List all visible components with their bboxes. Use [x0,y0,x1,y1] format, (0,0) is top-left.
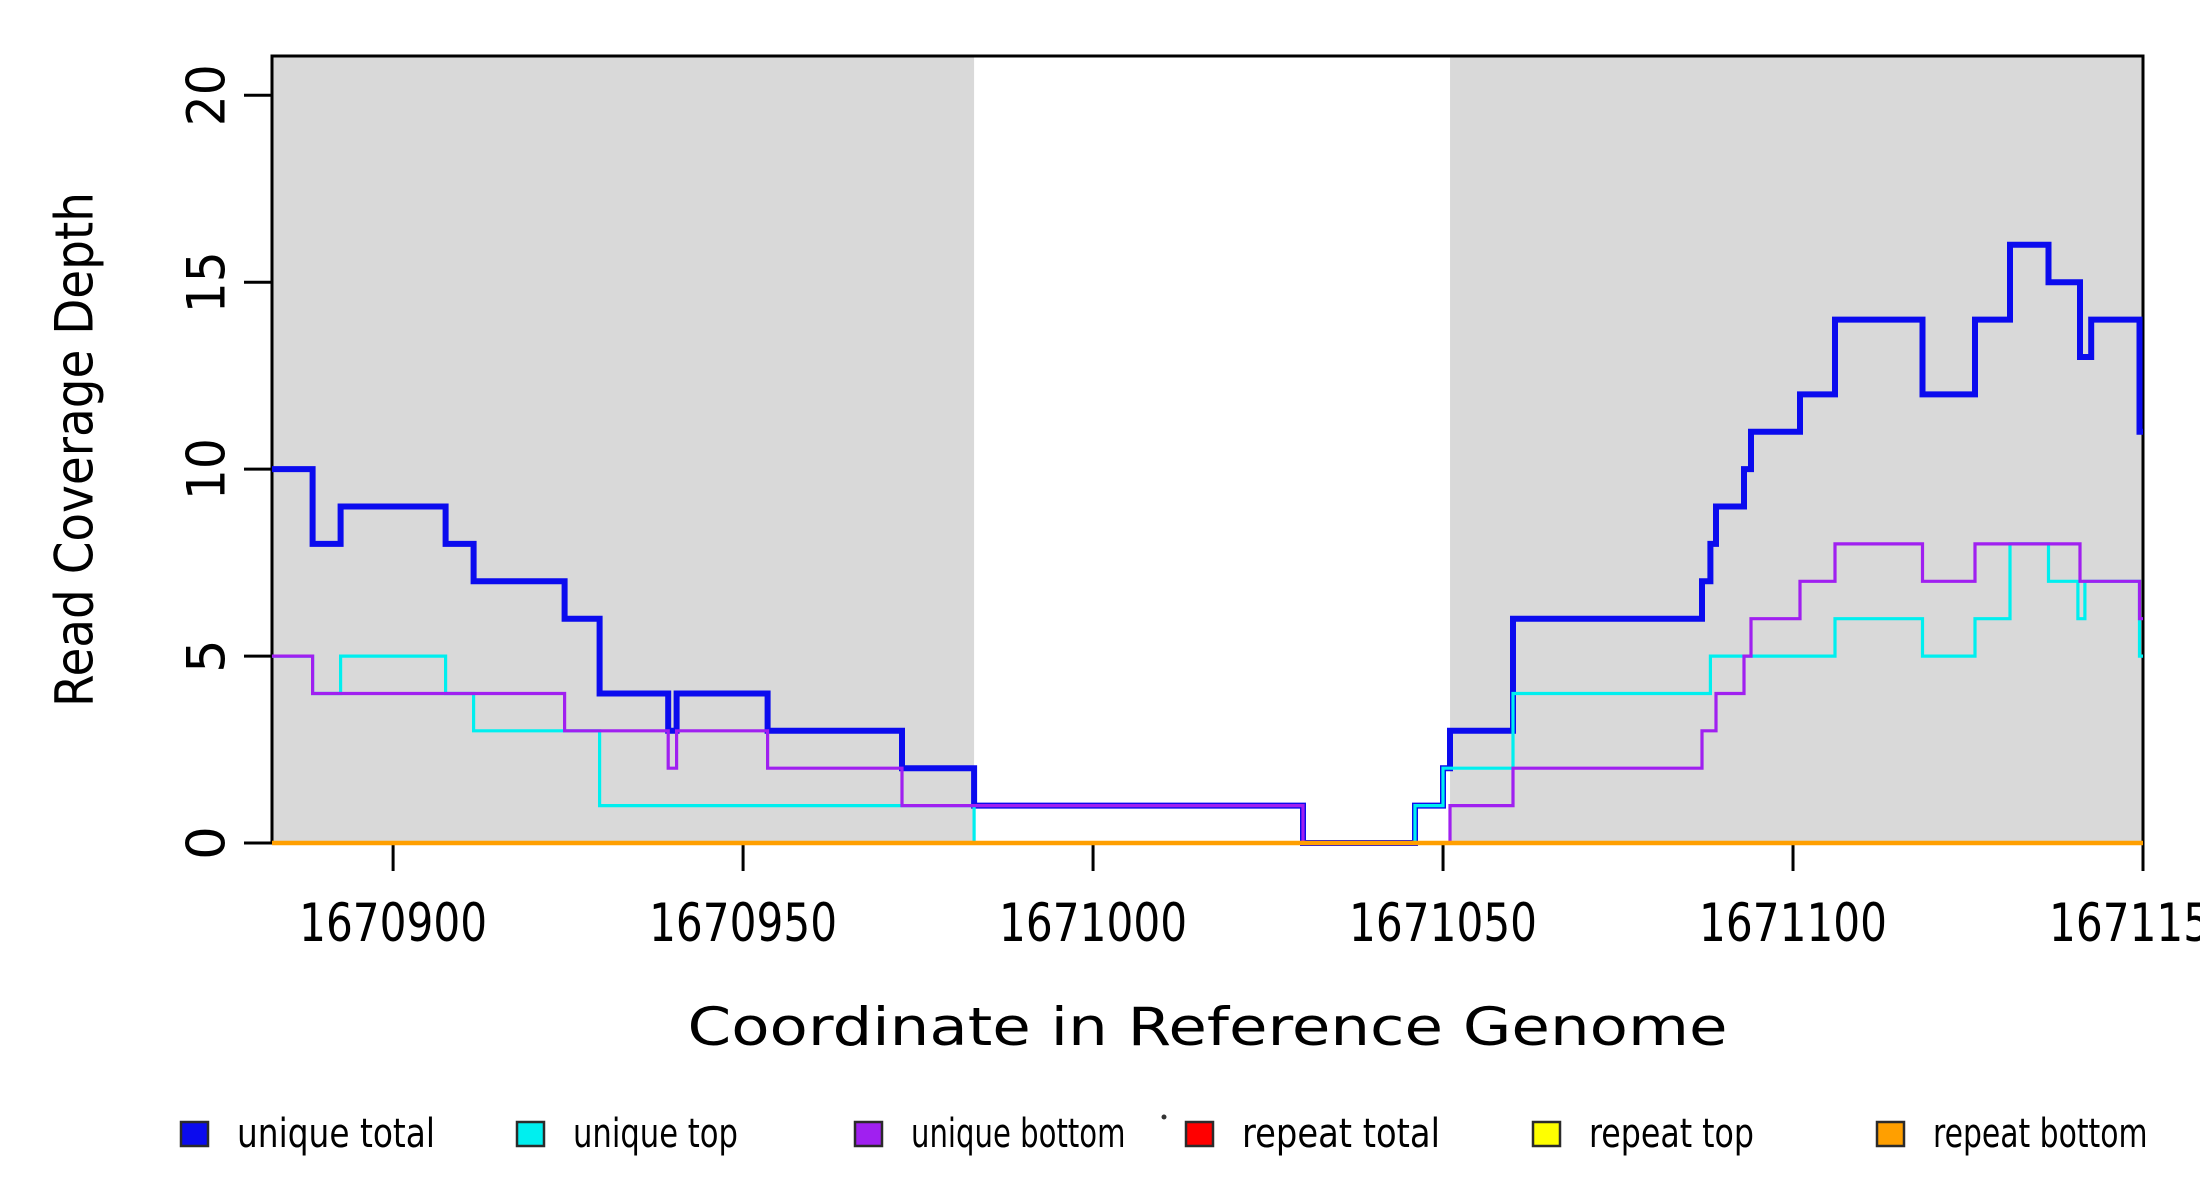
y-axis-title: Read Coverage Depth [45,192,106,707]
unique-region-right [1450,56,2143,843]
legend-label-unique-bottom: unique bottom [911,1111,1126,1157]
x-axis-tick-label: 1670950 [649,893,837,954]
legend-swatch-unique-total [179,1120,210,1148]
y-axis-tick-label: 10 [177,438,238,500]
legend-label-repeat-bottom: repeat bottom [1933,1111,2148,1157]
legend-swatch-repeat-bottom [1875,1120,1906,1148]
y-axis-tick-label: 20 [177,64,238,126]
x-axis-tick-label: 1671000 [999,893,1187,954]
x-axis-tick-label: 1670900 [299,893,487,954]
legend-label-unique-total: unique total [237,1111,435,1157]
y-axis-tick-label: 15 [177,251,238,313]
legend-label-repeat-total: repeat total [1242,1111,1440,1157]
y-axis-tick-label: 0 [177,826,238,860]
legend-label-unique-top: unique top [573,1111,738,1157]
series-unique-bottom [272,542,2143,845]
legend-swatch-unique-bottom [853,1120,884,1148]
series-unique-total [272,241,2143,846]
x-axis-title: Coordinate in Reference Genome [688,997,1728,1058]
legend-label-repeat-top: repeat top [1589,1111,1754,1157]
legend-swatch-repeat-top [1531,1120,1562,1148]
legend-swatch-unique-top [515,1120,546,1148]
x-axis-tick-label: 1671100 [1699,893,1887,954]
x-axis-tick-label: 1671050 [1349,893,1537,954]
y-axis-tick-label: 5 [177,639,238,673]
unique-region-left [272,56,975,843]
stray-dot-artifact [1161,1114,1167,1120]
legend-swatch-repeat-total [1184,1120,1215,1148]
